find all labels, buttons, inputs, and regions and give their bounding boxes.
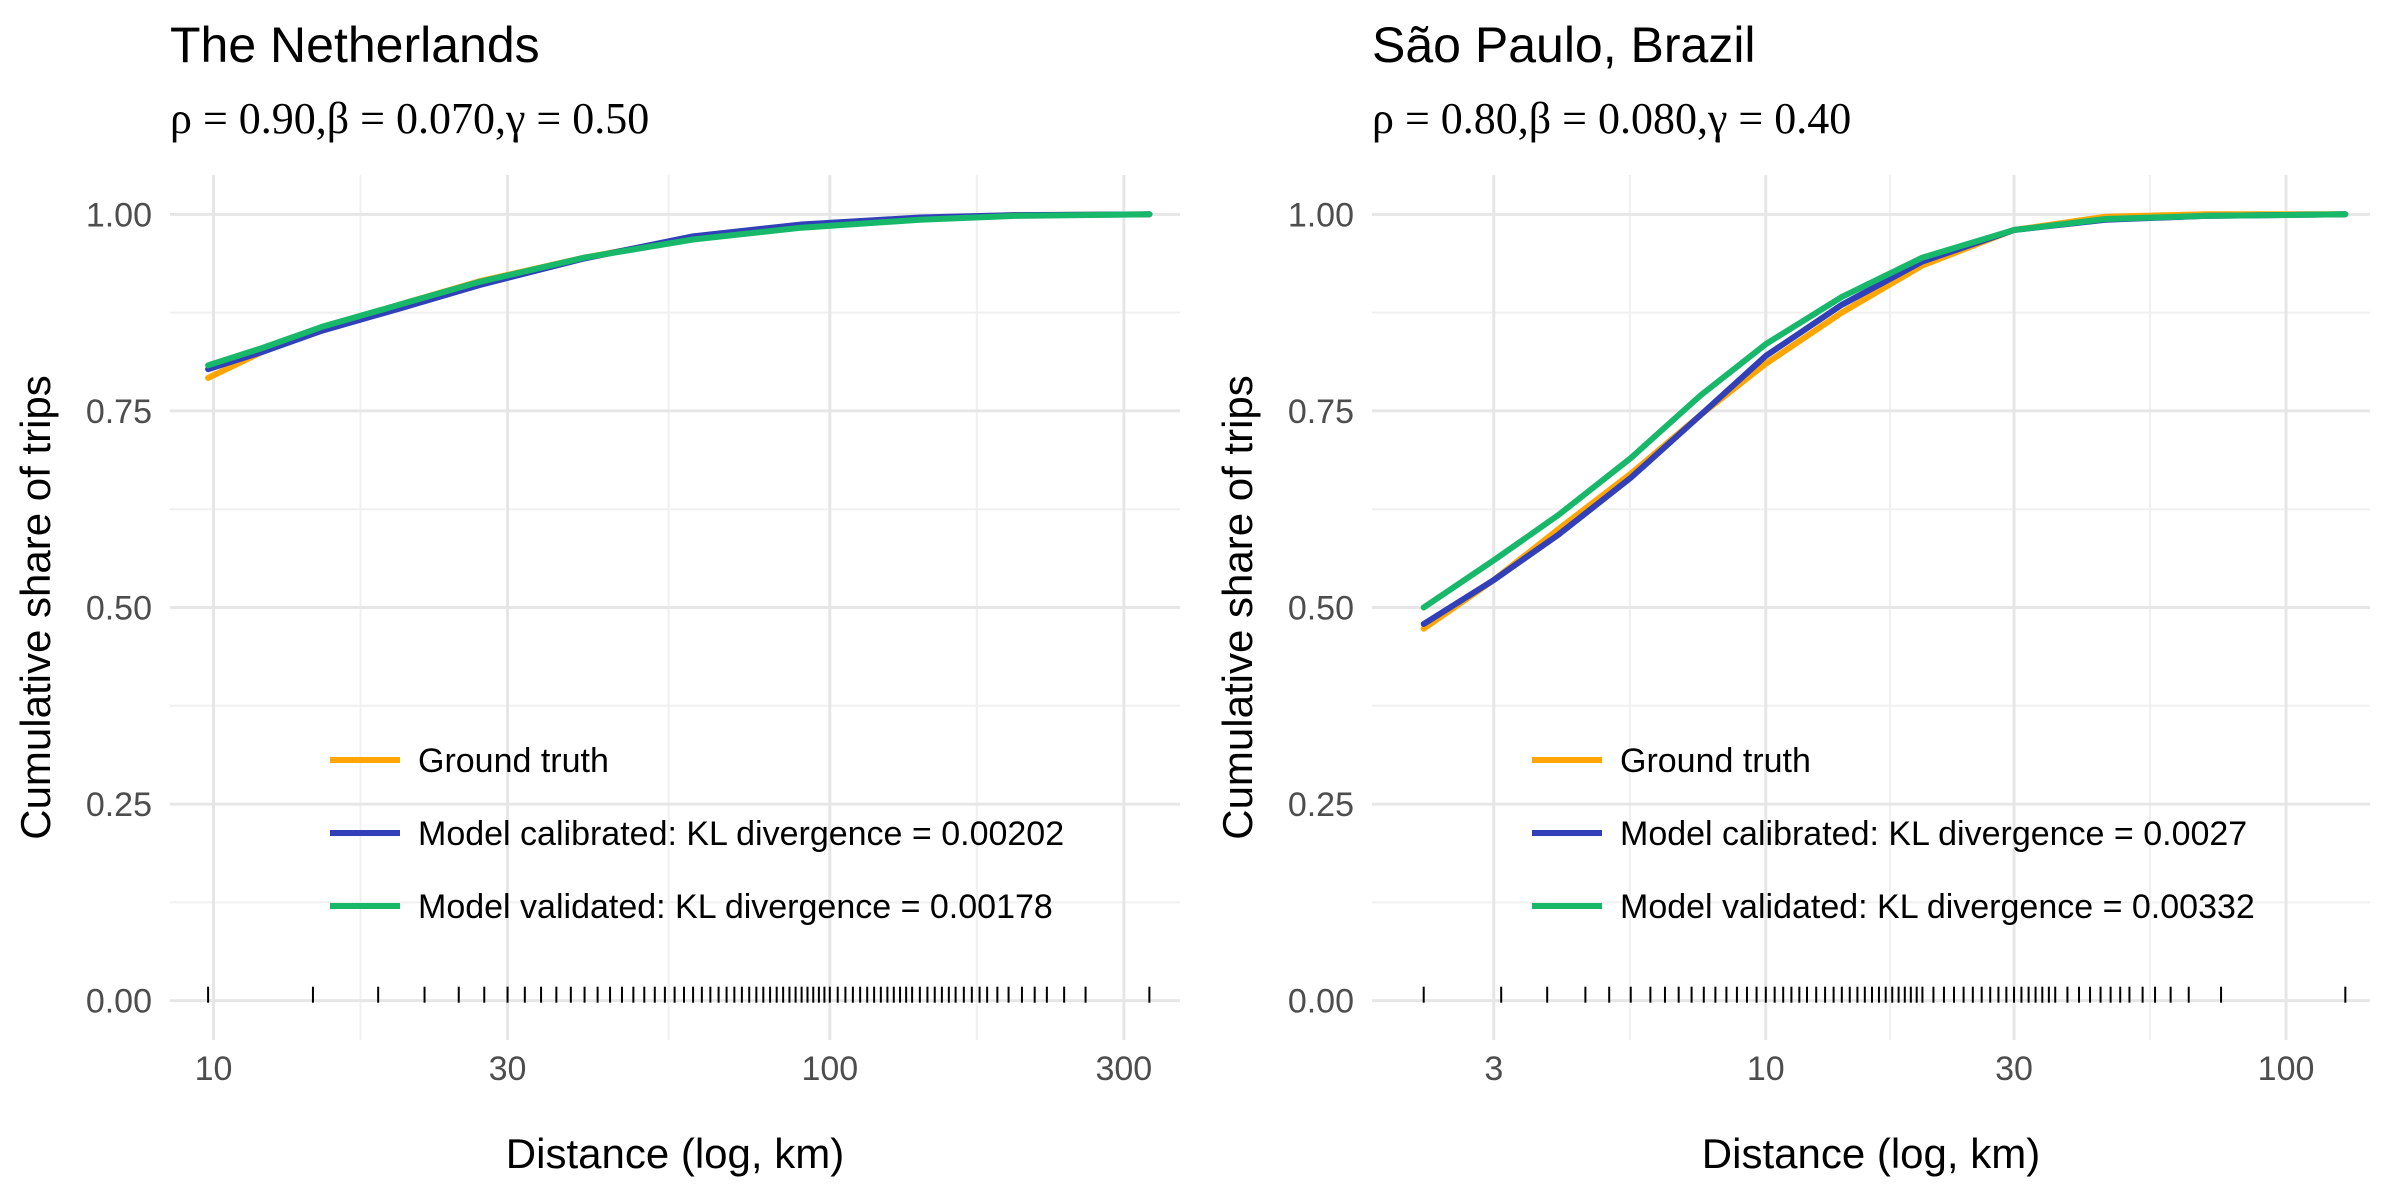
y-tick-label: 0.75	[1288, 393, 1354, 431]
legend-label: Model validated: KL divergence = 0.00332	[1620, 888, 2255, 926]
series-line-3	[1420, 211, 2349, 611]
x-axis-title: Distance (log, km)	[506, 1130, 844, 1177]
y-tick-label: 0.00	[86, 983, 152, 1021]
series-line-2	[205, 211, 1153, 373]
x-tick-label: 10	[1747, 1050, 1785, 1088]
chart-subtitle: ρ = 0.80,β = 0.080,γ = 0.40	[1372, 94, 1851, 143]
y-tick-label: 1.00	[86, 196, 152, 234]
chart-panel-2: 0.00 0.25 0.50 0.75 1.00 3 10 30 100 Ground truth…	[1214, 17, 2370, 1177]
chart-title: The Netherlands	[170, 17, 540, 73]
y-tick-label: 1.00	[1288, 196, 1354, 234]
series-line-3	[205, 211, 1153, 369]
legend-label: Ground truth	[418, 742, 609, 780]
chart-panel-1: 0.00 0.25 0.50 0.75 1.00 10 30 100 300 Ground tru…	[12, 17, 1180, 1177]
y-axis-title: Cumulative share of trips	[1214, 375, 1261, 840]
legend-label: Model calibrated: KL divergence = 0.0020…	[418, 815, 1064, 853]
x-tick-label: 10	[195, 1050, 233, 1088]
x-tick-label: 100	[801, 1050, 858, 1088]
chart-subtitle: ρ = 0.90,β = 0.070,γ = 0.50	[170, 94, 649, 143]
x-tick-label: 300	[1095, 1050, 1152, 1088]
chart-title: São Paulo, Brazil	[1372, 17, 1756, 73]
y-tick-label: 0.50	[1288, 590, 1354, 628]
legend-label: Model validated: KL divergence = 0.00178	[418, 888, 1053, 926]
y-tick-label: 0.00	[1288, 983, 1354, 1021]
x-tick-label: 100	[2258, 1050, 2315, 1088]
x-tick-label: 30	[1995, 1050, 2033, 1088]
legend-label: Ground truth	[1620, 742, 1811, 780]
y-tick-label: 0.25	[1288, 786, 1354, 824]
x-tick-label: 3	[1484, 1050, 1503, 1088]
x-tick-label: 30	[489, 1050, 527, 1088]
y-tick-label: 0.25	[86, 786, 152, 824]
y-axis-title: Cumulative share of trips	[12, 375, 59, 840]
x-axis-title: Distance (log, km)	[1702, 1130, 2040, 1177]
y-tick-label: 0.50	[86, 590, 152, 628]
legend-label: Model calibrated: KL divergence = 0.0027	[1620, 815, 2247, 853]
y-tick-label: 0.75	[86, 393, 152, 431]
